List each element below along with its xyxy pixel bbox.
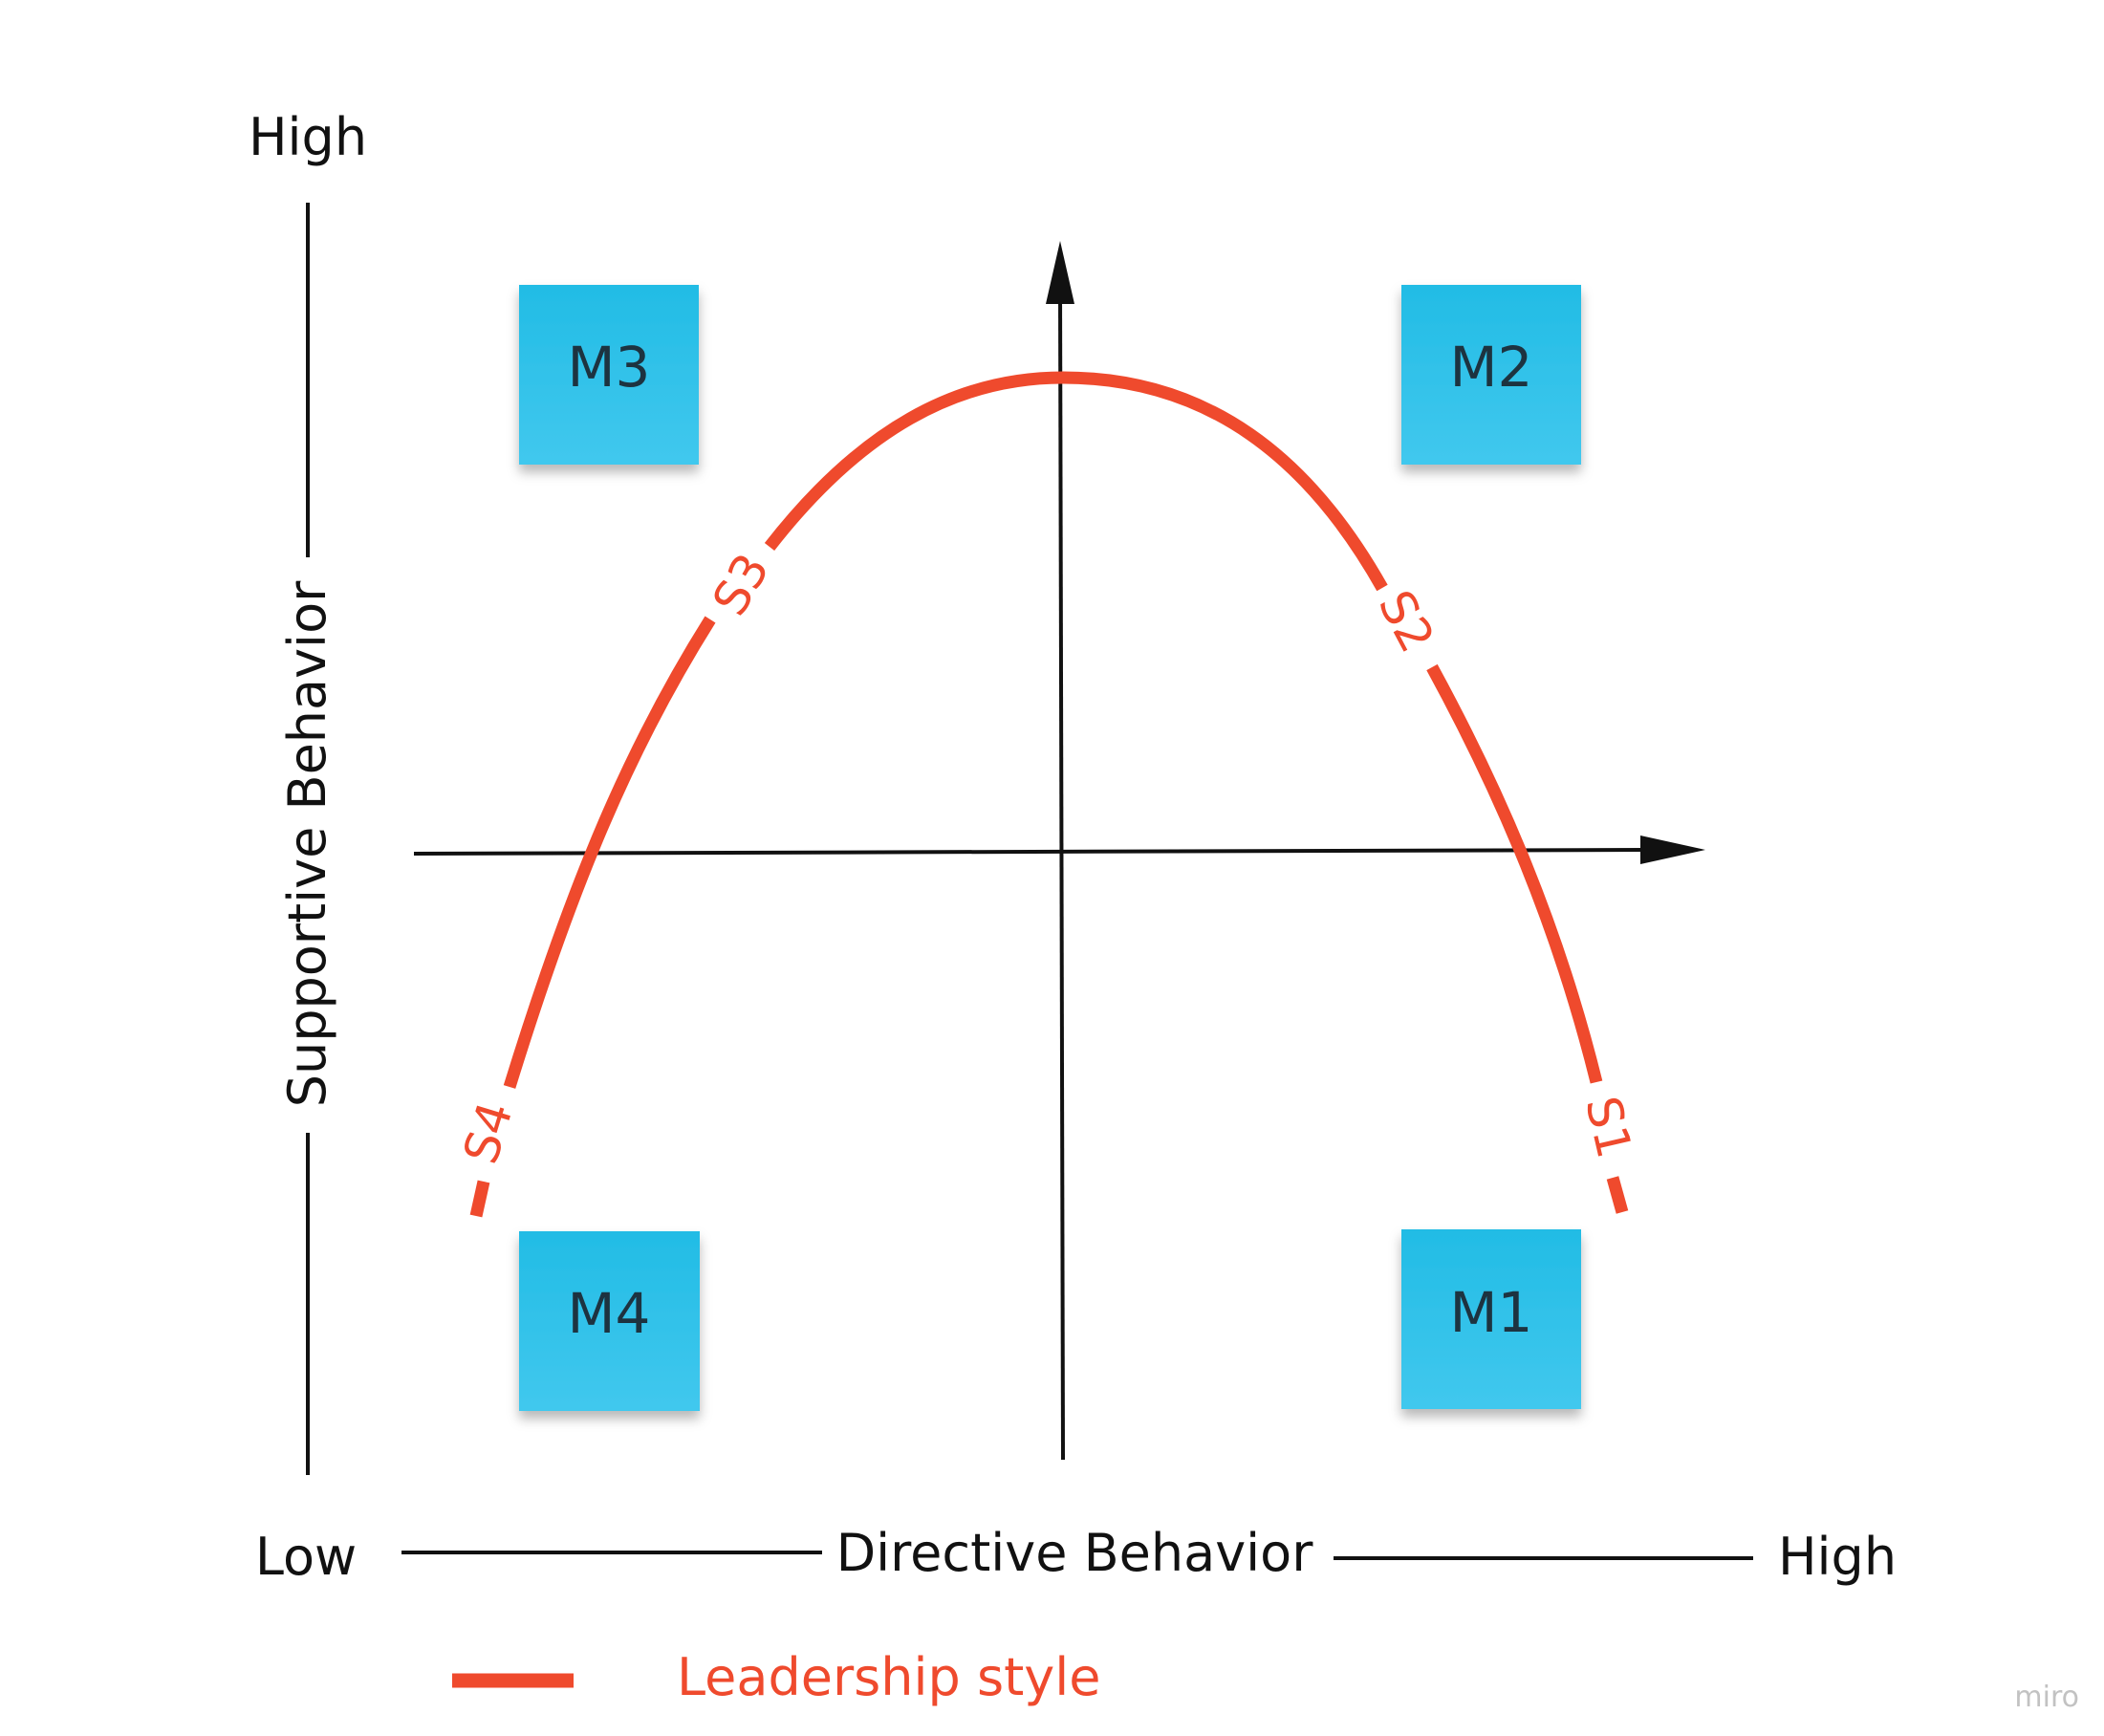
curve-labels: S4 S3 S2 S1 [453,544,1642,1169]
sticky-note-m1-label: M1 [1450,1280,1533,1345]
curve-segment-s3-s2 [764,371,1388,592]
sticky-note-m2[interactable]: M2 [1401,285,1581,465]
sticky-note-m1[interactable]: M1 [1401,1229,1581,1409]
x-axis-high-label: High [1778,1527,1897,1587]
sticky-notes: M3 M2 M4 M1 [519,285,1581,1411]
directive-behavior-scale: Low Directive Behavior High [255,1523,1897,1587]
s2-label: S2 [1367,581,1444,661]
vertical-axis-arrowhead [1046,241,1074,304]
curve-segment-s4-tail [469,1180,490,1218]
horizontal-axis [413,848,1645,856]
sticky-note-m4-label: M4 [568,1281,651,1346]
x-axis-title: Directive Behavior [836,1523,1314,1583]
sticky-note-m4[interactable]: M4 [519,1231,700,1411]
legend: Leadership style [452,1647,1100,1707]
leadership-style-curve [469,371,1629,1218]
legend-label: Leadership style [677,1647,1100,1707]
horizontal-axis-arrowhead [1640,835,1705,864]
sticky-note-m2-label: M2 [1450,335,1533,400]
y-axis-title: Supportive Behavior [277,580,337,1107]
curve-segment-s2-s1 [1426,663,1603,1084]
y-axis-high-label: High [249,107,367,167]
x-axis-low-label: Low [255,1527,357,1587]
s4-label: S4 [453,1096,524,1170]
miro-watermark: miro [2014,1681,2079,1714]
sticky-note-m3[interactable]: M3 [519,285,699,465]
sticky-note-m3-label: M3 [568,335,651,400]
curve-segment-s1-tail [1606,1176,1629,1214]
s1-label: S1 [1574,1092,1642,1163]
s3-label: S3 [702,544,780,624]
curve-segment-s4-s3 [503,616,716,1089]
central-axes [413,241,1705,1461]
supportive-behavior-scale: High Supportive Behavior [249,107,367,1475]
vertical-axis [1058,286,1065,1461]
